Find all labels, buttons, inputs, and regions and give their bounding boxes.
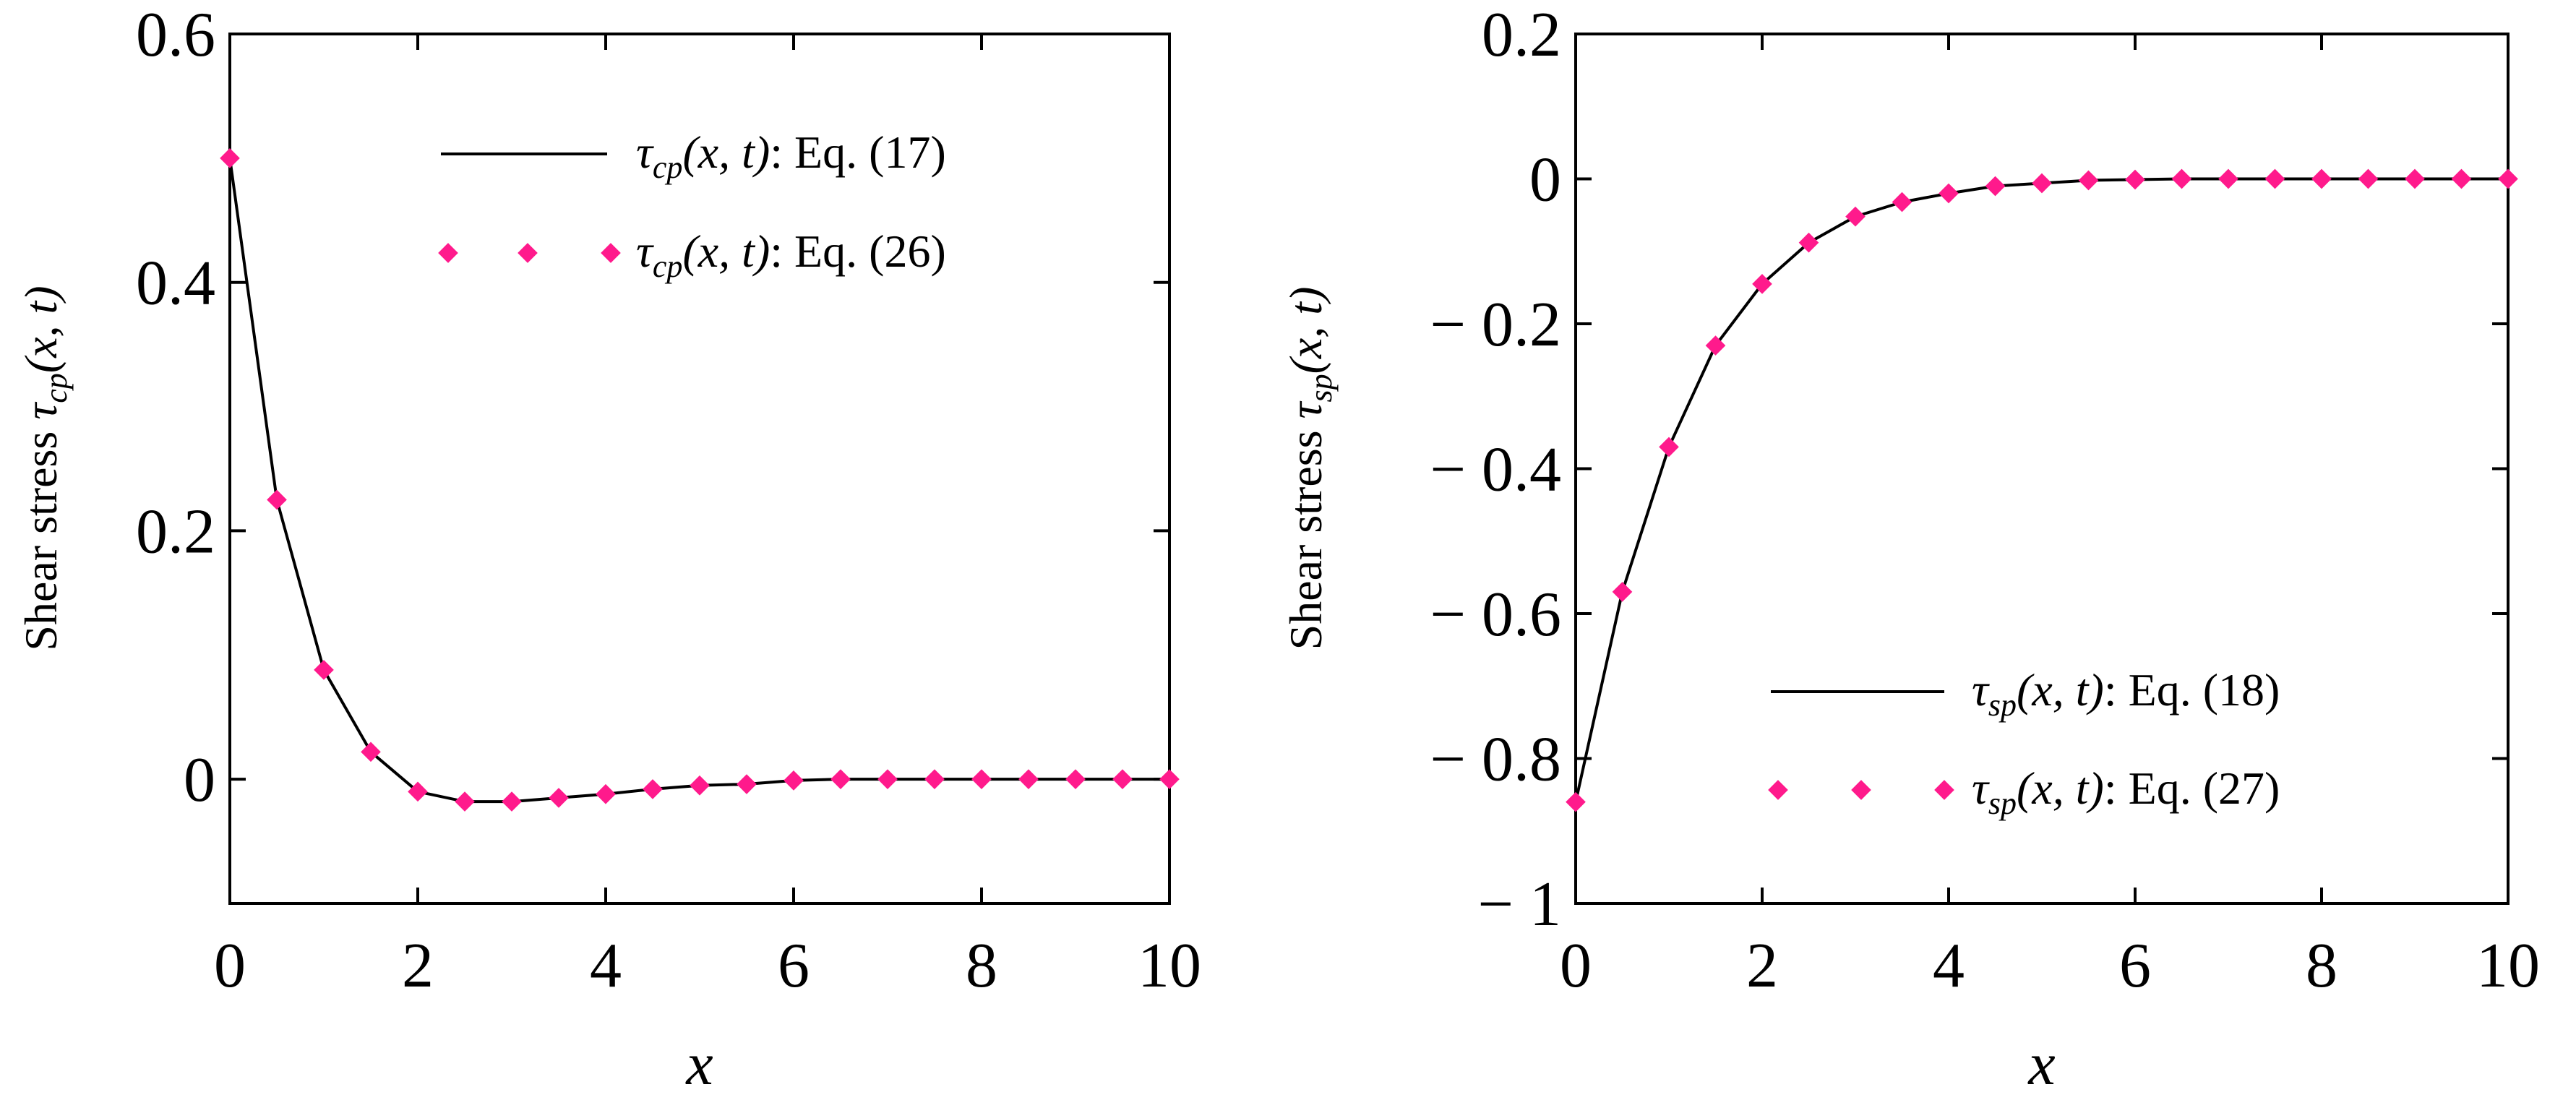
data-point-marker [643,779,663,799]
data-point-marker [1752,274,1772,294]
y-tick-label: 0.2 [136,497,215,567]
data-point-marker [2032,173,2052,194]
data-point-marker [1018,769,1039,789]
data-point-marker [1798,232,1819,253]
data-point-marker [2498,168,2518,189]
data-point-marker [2125,169,2145,190]
data-point-marker [2171,168,2192,189]
x-ticks: 0 2 4 6 8 10 [1560,34,2540,1001]
x-tick-label: 2 [402,931,434,1001]
data-point-marker [314,660,334,680]
y-axis-label: Shear stress τcp(x, t) [15,285,74,650]
data-point-marker [1612,582,1633,602]
data-point-marker [1705,335,1726,356]
data-point-marker [596,783,616,804]
data-point-marker [1939,183,1959,204]
y-tick-label: 0 [184,745,215,815]
data-point-marker [408,781,428,802]
data-point-marker [455,791,475,812]
data-point-marker [1159,769,1180,789]
data-point-marker [690,775,710,796]
data-point-marker [2311,168,2332,189]
legend: τsp(x, t): Eq. (18) τsp(x, t): Eq. (27) [1768,664,2280,821]
x-tick-label: 4 [590,931,622,1001]
data-point-marker [2218,168,2238,189]
y-tick-label: − 0.4 [1430,435,1561,505]
legend-marker [601,243,621,263]
data-point-marker [1845,206,1866,227]
y-ticks: − 1 − 0.8 − 0.6 − 0.4 − 0.2 0 0.2 [1430,0,2508,940]
x-tick-label: 6 [2119,931,2151,1001]
data-point-marker [2405,168,2425,189]
data-point-marker [877,769,898,789]
series-layer [1566,168,2518,812]
legend-entry-1: τsp(x, t): Eq. (18) [1972,664,2280,723]
x-tick-label: 6 [778,931,810,1001]
legend-marker [518,243,538,263]
legend-entry-2: τcp(x, t): Eq. (26) [636,225,946,284]
legend-marker-sample [438,243,621,263]
data-point-marker [1566,791,1586,812]
y-tick-label: − 0.8 [1430,725,1561,795]
data-point-marker [2264,168,2285,189]
data-point-marker [549,788,569,808]
legend: τcp(x, t): Eq. (17) τcp(x, t): Eq. (26) [438,126,946,284]
x-ticks: 0 2 4 6 8 10 [214,34,1201,1001]
data-point-marker [1985,176,2006,197]
data-point-marker [737,774,757,794]
legend-marker-sample [1768,780,1954,800]
data-point-marker [924,769,945,789]
x-tick-label: 4 [1933,931,1965,1001]
legend-marker [1768,780,1788,800]
y-tick-label: 0 [1529,145,1561,215]
data-point-marker [1065,769,1086,789]
data-point-marker [220,148,240,168]
chart-left: 0 0.2 0.4 0.6 0 2 4 6 8 10 τcp(x, t): Eq. (17) τ… [15,0,1201,1098]
data-point-marker [1112,769,1133,789]
data-point-marker [1659,437,1679,457]
y-axis-label: Shear stress τsp(x, t) [1280,287,1339,650]
data-point-marker [502,791,522,812]
legend-marker [1851,780,1871,800]
x-axis-label: x [2027,1031,2055,1096]
data-point-marker [267,489,287,510]
data-point-marker [783,770,804,791]
data-point-marker [830,769,851,789]
y-ticks: 0 0.2 0.4 0.6 [136,0,1169,815]
y-tick-label: 0.6 [136,0,215,70]
legend-marker [438,243,458,263]
x-tick-label: 0 [214,931,246,1001]
y-tick-label: 0.4 [136,249,215,319]
y-tick-label: − 1 [1477,869,1561,940]
y-tick-label: 0.2 [1482,0,1561,70]
x-axis-label: x [684,1031,713,1096]
data-point-marker [1892,192,1912,212]
x-tick-label: 10 [1138,931,1201,1001]
series-layer [220,148,1180,812]
y-tick-label: − 0.2 [1430,290,1561,360]
data-point-marker [2358,168,2379,189]
x-tick-label: 8 [2306,931,2337,1001]
chart-right: − 1 − 0.8 − 0.6 − 0.4 − 0.2 0 0.2 0 2 4 6 8 10 τsp(… [1280,0,2540,1098]
data-point-marker [971,769,992,789]
legend-entry-2: τsp(x, t): Eq. (27) [1972,762,2280,821]
x-tick-label: 10 [2476,931,2540,1001]
legend-entry-1: τcp(x, t): Eq. (17) [636,126,946,185]
legend-marker [1934,780,1954,800]
x-tick-label: 8 [966,931,997,1001]
data-point-marker [2078,170,2099,191]
data-point-marker [2451,168,2472,189]
x-tick-label: 0 [1560,931,1592,1001]
x-tick-label: 2 [1746,931,1778,1001]
plot-frame [228,33,1171,905]
y-tick-label: − 0.6 [1430,580,1561,650]
data-point-marker [361,742,381,762]
